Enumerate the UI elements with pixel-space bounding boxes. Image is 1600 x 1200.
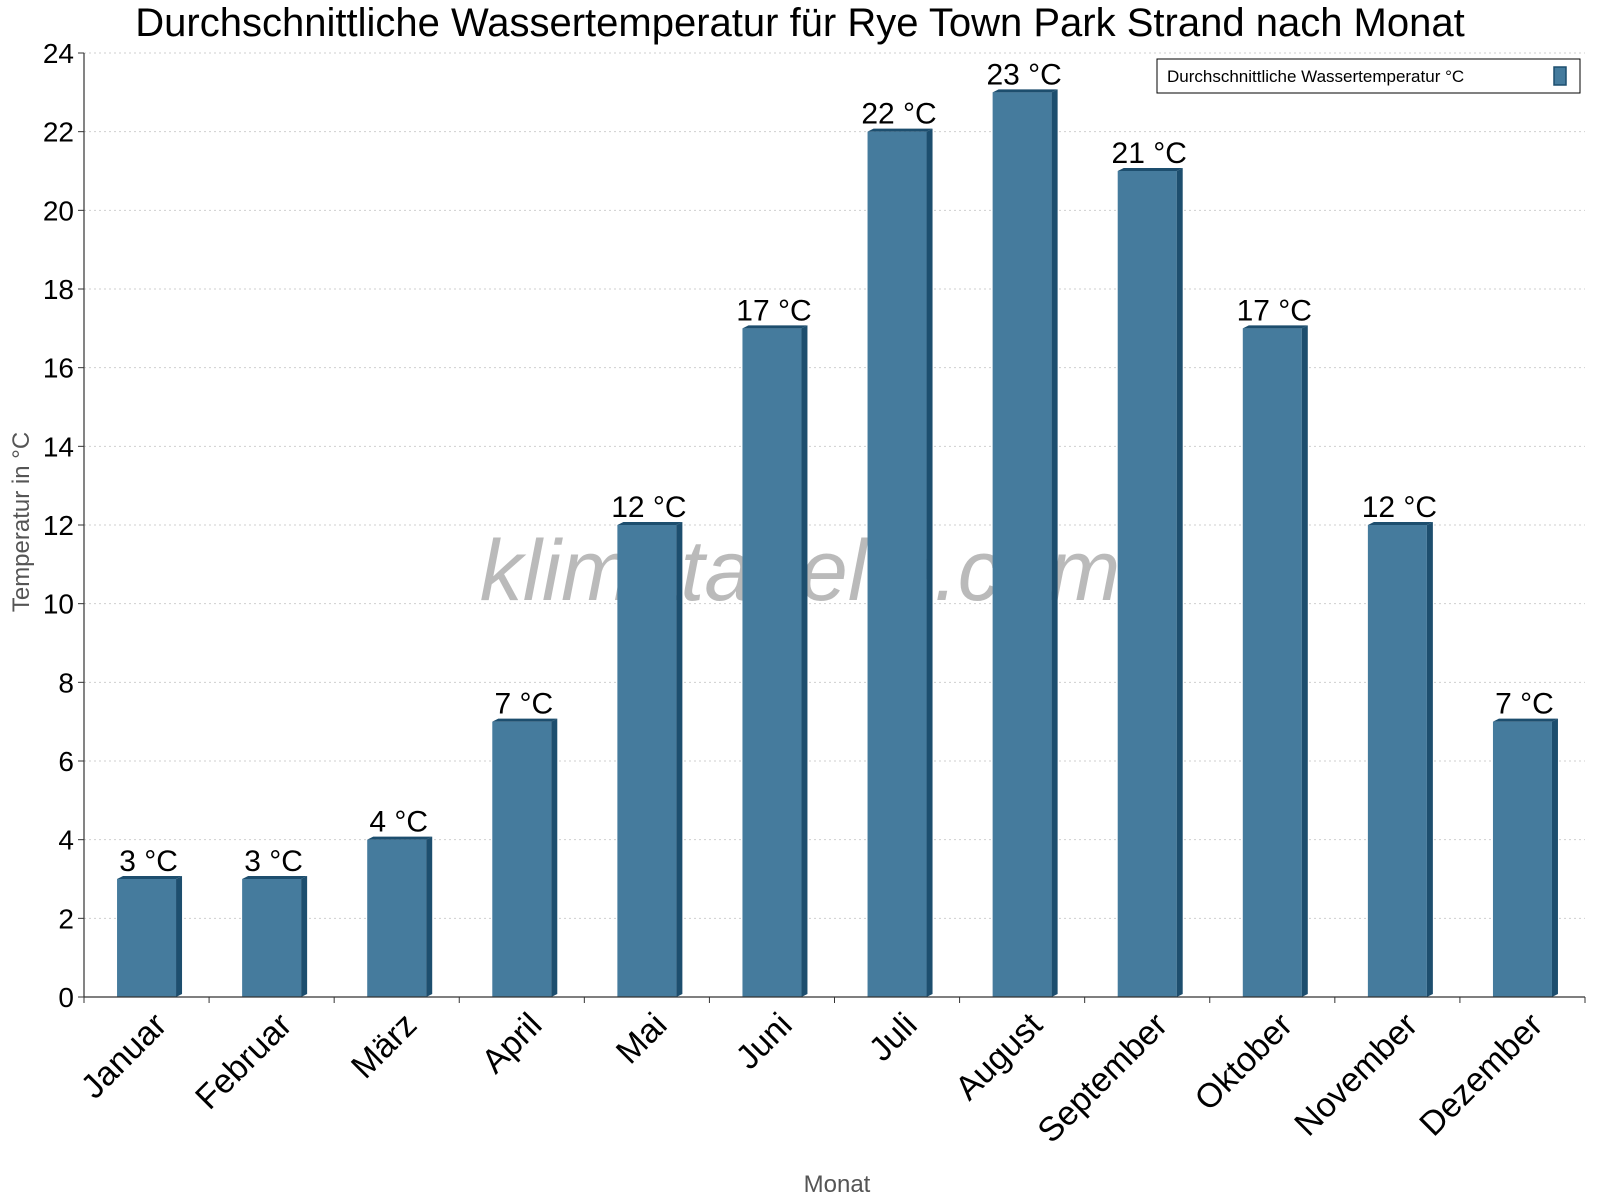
bars bbox=[117, 89, 1558, 998]
data-label: 12 °C bbox=[611, 491, 686, 524]
bar-front bbox=[367, 839, 427, 997]
bar-front bbox=[742, 328, 802, 997]
bar-top bbox=[367, 836, 433, 840]
bar-top bbox=[742, 325, 808, 329]
data-labels: 3 °C 3 °C 4 °C 7 °C 12 °C 17 °C 22 °C 23 °C 21 °… bbox=[119, 58, 1554, 878]
x-tick-label: Februar bbox=[188, 1006, 299, 1117]
x-tick-label: April bbox=[474, 1006, 549, 1081]
data-label: 12 °C bbox=[1362, 491, 1437, 524]
bar-front bbox=[1367, 525, 1427, 997]
bar-front bbox=[1242, 328, 1302, 997]
bar-side bbox=[1551, 718, 1558, 997]
grid-lines bbox=[84, 52, 1585, 919]
x-tick-label: Juli bbox=[862, 1006, 925, 1069]
bar-side bbox=[426, 836, 433, 997]
x-tick-label: Juni bbox=[729, 1006, 800, 1077]
bar-side bbox=[1426, 522, 1433, 997]
bar-top bbox=[1242, 325, 1308, 329]
bar-side bbox=[926, 128, 933, 997]
legend-swatch bbox=[1553, 66, 1567, 86]
bar-top bbox=[1492, 718, 1558, 722]
y-tick-label: 4 bbox=[58, 825, 74, 856]
y-tick-label: 8 bbox=[58, 667, 74, 698]
data-label: 7 °C bbox=[1495, 688, 1554, 721]
y-axis-title: Temperatur in °C bbox=[8, 432, 35, 612]
y-tick-label: 24 bbox=[43, 38, 74, 69]
y-tick-label: 0 bbox=[58, 982, 74, 1013]
bar bbox=[1242, 325, 1308, 997]
x-tick-label: September bbox=[1030, 1006, 1174, 1150]
bar-front bbox=[867, 131, 927, 997]
bar bbox=[1367, 522, 1433, 997]
bar-top bbox=[867, 128, 933, 132]
bar bbox=[617, 522, 683, 997]
x-tick-label: Januar bbox=[74, 1006, 174, 1106]
bar-side bbox=[551, 718, 558, 997]
data-label: 3 °C bbox=[244, 845, 303, 878]
legend-label: Durchschnittliche Wassertemperatur °C bbox=[1167, 67, 1464, 86]
data-label: 21 °C bbox=[1112, 137, 1187, 170]
data-label: 3 °C bbox=[119, 845, 178, 878]
y-tick-label: 16 bbox=[43, 353, 74, 384]
bar-side bbox=[1051, 89, 1058, 998]
bar-top bbox=[242, 876, 308, 879]
y-tick-label: 10 bbox=[43, 589, 74, 620]
y-tick-label: 22 bbox=[43, 117, 74, 148]
x-tick-label: März bbox=[344, 1006, 424, 1086]
bar bbox=[492, 718, 558, 997]
x-tick-label: August bbox=[948, 1005, 1050, 1107]
data-label: 17 °C bbox=[736, 294, 811, 327]
x-tick-label: November bbox=[1287, 1006, 1425, 1144]
bar-front bbox=[1117, 171, 1177, 997]
bar bbox=[867, 128, 933, 997]
bar-front bbox=[117, 879, 177, 997]
bar-side bbox=[301, 876, 308, 997]
bar-side bbox=[1301, 325, 1308, 997]
data-label: 22 °C bbox=[861, 98, 936, 131]
y-tick-label: 6 bbox=[58, 746, 74, 777]
y-tick-label: 12 bbox=[43, 510, 74, 541]
bar bbox=[117, 876, 183, 997]
bar-top bbox=[1367, 522, 1433, 525]
bar bbox=[992, 89, 1058, 998]
data-label: 17 °C bbox=[1237, 294, 1312, 327]
bar bbox=[1492, 718, 1558, 997]
chart-title: Durchschnittliche Wassertemperatur für R… bbox=[135, 1, 1465, 45]
bar-side bbox=[1176, 168, 1183, 997]
bar-front bbox=[992, 92, 1052, 998]
bar-front bbox=[617, 525, 677, 997]
bar-side bbox=[801, 325, 808, 997]
y-tick-label: 2 bbox=[58, 903, 74, 934]
y-tick-label: 20 bbox=[43, 195, 74, 226]
x-axis-title: Monat bbox=[804, 1171, 871, 1198]
x-tick-label: Mai bbox=[609, 1006, 675, 1072]
bar-top bbox=[492, 718, 558, 722]
y-tick-label: 14 bbox=[43, 431, 74, 462]
bar bbox=[242, 876, 308, 997]
legend: Durchschnittliche Wassertemperatur °C bbox=[1156, 58, 1581, 94]
bar bbox=[742, 325, 808, 997]
bar-side bbox=[176, 876, 183, 997]
data-label: 23 °C bbox=[986, 58, 1061, 91]
bar bbox=[1117, 168, 1183, 997]
bar-top bbox=[1117, 168, 1183, 171]
x-tick-label: Oktober bbox=[1188, 1006, 1300, 1118]
bar-front bbox=[242, 879, 302, 997]
legend-box bbox=[1156, 58, 1581, 94]
data-label: 4 °C bbox=[369, 806, 428, 839]
bar-front bbox=[492, 721, 552, 997]
bar-side bbox=[676, 522, 683, 997]
x-tick-label: Dezember bbox=[1412, 1006, 1550, 1144]
bar bbox=[367, 836, 433, 997]
y-tick-label: 18 bbox=[43, 274, 74, 305]
bar-top bbox=[992, 89, 1058, 93]
bar-top bbox=[117, 876, 183, 879]
bar-top bbox=[617, 522, 683, 525]
data-label: 7 °C bbox=[494, 688, 553, 721]
bar-front bbox=[1492, 721, 1552, 997]
